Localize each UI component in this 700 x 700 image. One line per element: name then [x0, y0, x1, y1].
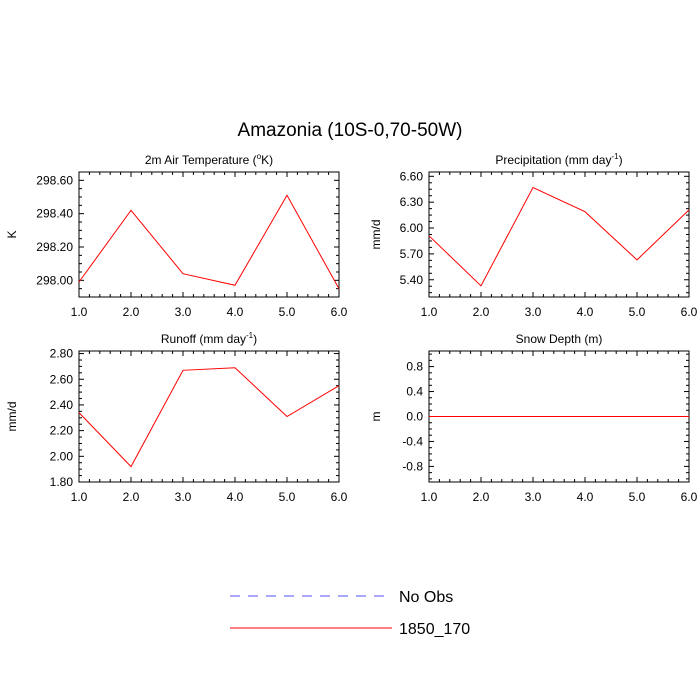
y-tick-label: 2.00	[50, 449, 74, 463]
panel-title-end: )	[253, 332, 257, 346]
x-tick-label: 2.0	[123, 490, 140, 504]
x-tick-label: 4.0	[577, 490, 594, 504]
x-tick-label: 6.0	[681, 490, 698, 504]
series-line-1850_170	[78, 194, 340, 289]
panel-3: Runoff (mm day-1) mm/d 1.0 2.0 3.0 4.0 5.0 6.0 1…	[5, 331, 348, 504]
legend: No Obs 1850_170	[230, 589, 470, 638]
panel-title-main: 2m Air Temperature (	[145, 153, 257, 167]
y-tick-label: 2.20	[50, 424, 74, 438]
y-tick-label: -0.8	[402, 459, 423, 473]
y-tick-label: 6.00	[400, 221, 424, 235]
panel-title-end: K)	[261, 153, 273, 167]
y-axis-label: m	[369, 412, 383, 422]
x-tick-label: 1.0	[421, 490, 438, 504]
x-tick-label: 2.0	[473, 305, 490, 319]
x-tick-label: 3.0	[525, 305, 542, 319]
panel-title: Runoff (mm day-1)	[161, 331, 257, 346]
panel-title-superscript: -1	[611, 152, 619, 161]
y-tick-label: 2.60	[50, 372, 74, 386]
y-tick-label: 298.00	[36, 273, 73, 287]
series-line-1850_170	[78, 367, 340, 468]
panel-title-main: Precipitation (mm day	[495, 153, 611, 167]
panel-title: Snow Depth (m)	[516, 332, 603, 346]
y-axis-label: mm/d	[369, 220, 383, 250]
y-tick-label: 0.0	[406, 410, 423, 424]
x-tick-label: 4.0	[227, 305, 244, 319]
panels: 2m Air Temperature (oK) K 1.0 2.0 3.0 4.0 5.0 6…	[5, 152, 698, 504]
panel-title-main: Runoff (mm day	[161, 332, 246, 346]
panel-title: Precipitation (mm day-1)	[495, 152, 622, 167]
y-axis-label: K	[5, 230, 19, 238]
x-tick-label: 5.0	[279, 490, 296, 504]
series-line-1850_170	[428, 186, 690, 287]
y-tick-label: 298.20	[36, 240, 73, 254]
y-tick-label: 2.40	[50, 398, 74, 412]
plot-frame	[428, 171, 690, 298]
x-tick-label: 3.0	[175, 305, 192, 319]
panel-1: 2m Air Temperature (oK) K 1.0 2.0 3.0 4.0 5.0 6…	[5, 152, 348, 319]
y-tick-label: 0.8	[406, 360, 423, 374]
y-tick-label: 1.80	[50, 475, 74, 489]
y-tick-label: -0.4	[402, 434, 423, 448]
panel-title-superscript: o	[257, 152, 262, 161]
figure-title: Amazonia (10S-0,70-50W)	[238, 120, 463, 141]
plot-frame	[78, 171, 340, 298]
y-tick-label: 298.60	[36, 173, 73, 187]
x-tick-label: 5.0	[279, 305, 296, 319]
x-tick-label: 5.0	[629, 305, 646, 319]
y-axis-label: mm/d	[5, 402, 19, 432]
x-tick-label: 3.0	[525, 490, 542, 504]
x-tick-label: 1.0	[71, 305, 88, 319]
legend-label-1: No Obs	[399, 589, 453, 606]
x-tick-label: 2.0	[123, 305, 140, 319]
y-tick-label: 0.4	[406, 385, 423, 399]
panel-title: 2m Air Temperature (oK)	[145, 152, 273, 167]
x-tick-label: 1.0	[421, 305, 438, 319]
y-tick-label: 298.40	[36, 207, 73, 221]
panel-title-superscript: -1	[246, 331, 254, 340]
y-tick-label: 5.40	[400, 273, 424, 287]
y-tick-label: 2.80	[50, 347, 74, 361]
x-tick-label: 6.0	[681, 305, 698, 319]
x-tick-label: 1.0	[71, 490, 88, 504]
y-tick-label: 6.60	[400, 169, 424, 183]
panel-4: Snow Depth (m) m 1.0 2.0 3.0 4.0 5.0 6.0 -0.8 -0.…	[369, 332, 698, 504]
x-tick-label: 2.0	[473, 490, 490, 504]
x-tick-label: 5.0	[629, 490, 646, 504]
x-tick-label: 6.0	[331, 305, 348, 319]
legend-label-2: 1850_170	[399, 621, 470, 638]
panel-2: Precipitation (mm day-1) mm/d 1.0 2.0 3.0 4.0…	[369, 152, 698, 319]
y-tick-label: 5.70	[400, 247, 424, 261]
panel-title-main: Snow Depth (m)	[516, 332, 603, 346]
x-tick-label: 6.0	[331, 490, 348, 504]
x-tick-label: 3.0	[175, 490, 192, 504]
x-tick-label: 4.0	[577, 305, 594, 319]
y-tick-label: 6.30	[400, 195, 424, 209]
x-tick-label: 4.0	[227, 490, 244, 504]
panel-title-end: )	[619, 153, 623, 167]
plot-frame	[78, 350, 340, 483]
